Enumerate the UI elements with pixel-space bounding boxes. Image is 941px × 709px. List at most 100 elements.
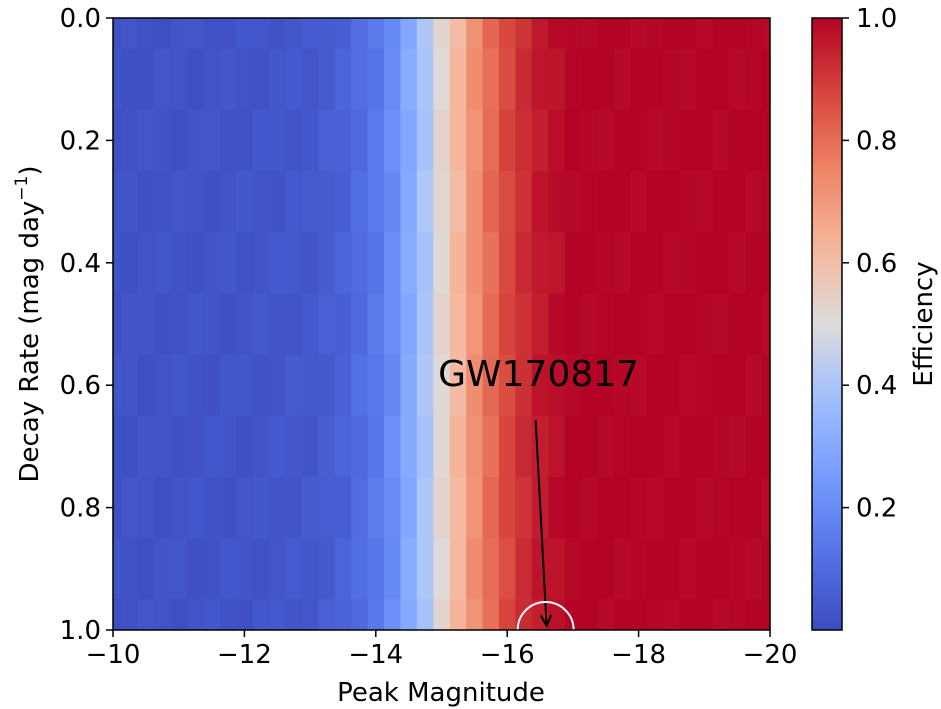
heatmap-cell — [597, 48, 615, 111]
heatmap-cell — [285, 18, 303, 50]
heatmap-cell — [466, 18, 484, 50]
heatmap-cell — [630, 171, 648, 233]
heatmap-cell — [630, 354, 648, 417]
heatmap-cell — [466, 354, 484, 417]
heatmap-cell — [548, 477, 566, 539]
heatmap-cell — [679, 477, 697, 539]
heatmap-cell — [663, 171, 681, 233]
heatmap-cell — [384, 18, 402, 50]
heatmap-cell — [269, 232, 287, 294]
heatmap-cell — [252, 477, 270, 539]
heatmap-cell — [121, 18, 139, 50]
heatmap-cell — [613, 538, 631, 600]
heatmap-cell — [482, 48, 500, 111]
heatmap-cell — [679, 171, 697, 233]
heatmap-cell — [745, 293, 763, 356]
heatmap-cell — [154, 599, 172, 630]
heatmap-cell — [482, 18, 500, 50]
heatmap-cell — [745, 538, 763, 600]
heatmap-cell — [531, 48, 549, 111]
heatmap-cell — [597, 538, 615, 600]
heatmap-cell — [236, 109, 254, 172]
heatmap-cell — [170, 171, 188, 233]
heatmap-cell — [696, 477, 714, 539]
heatmap-cell — [367, 18, 385, 50]
heatmap-cell — [384, 538, 402, 600]
heatmap-cell — [137, 48, 155, 111]
heatmap-cell — [581, 599, 599, 630]
heatmap-cell — [745, 18, 763, 50]
heatmap-cell — [334, 48, 352, 111]
heatmap-cell — [219, 48, 237, 111]
heatmap-cell — [712, 354, 730, 417]
heatmap-cell — [663, 538, 681, 600]
heatmap-cell — [416, 538, 434, 600]
heatmap-cell — [269, 538, 287, 600]
heatmap-cell — [433, 354, 451, 417]
heatmap-cell — [318, 171, 336, 233]
heatmap-cell — [449, 48, 467, 111]
heatmap-cell — [154, 171, 172, 233]
heatmap-cell — [761, 599, 770, 630]
heatmap-cell — [252, 18, 270, 50]
heatmap-cell — [515, 415, 533, 478]
heatmap-cell — [515, 109, 533, 172]
heatmap-cell — [269, 477, 287, 539]
heatmap-cell — [482, 109, 500, 172]
heatmap-cell — [269, 171, 287, 233]
heatmap-cell — [137, 538, 155, 600]
heatmap-cell — [154, 415, 172, 478]
heatmap-cell — [170, 48, 188, 111]
heatmap-cell — [449, 109, 467, 172]
heatmap-cell — [696, 293, 714, 356]
heatmap-cell — [154, 538, 172, 600]
heatmap-cell — [630, 18, 648, 50]
heatmap-cell — [761, 477, 770, 539]
heatmap-cell — [203, 415, 221, 478]
heatmap-cell — [203, 232, 221, 294]
heatmap-cell — [597, 18, 615, 50]
heatmap-cell — [564, 18, 582, 50]
heatmap-cell — [613, 109, 631, 172]
heatmap-cell — [597, 232, 615, 294]
heatmap-cell — [548, 415, 566, 478]
y-tick-label: 0.0 — [60, 4, 101, 34]
heatmap-cell — [203, 293, 221, 356]
heatmap-cell — [219, 415, 237, 478]
heatmap-cell — [137, 599, 155, 630]
annotation-arrow — [534, 419, 548, 627]
heatmap-cell — [170, 109, 188, 172]
heatmap-cell — [269, 18, 287, 50]
heatmap-cell — [154, 293, 172, 356]
heatmap-cell — [367, 599, 385, 630]
heatmap-cell — [137, 171, 155, 233]
heatmap-cell — [416, 48, 434, 111]
heatmap-cell — [745, 415, 763, 478]
heatmap-cell — [646, 415, 664, 478]
heatmap-cell — [581, 477, 599, 539]
heatmap-cell — [679, 538, 697, 600]
heatmap-cell — [121, 599, 139, 630]
heatmap-cell — [433, 48, 451, 111]
heatmap-cell — [728, 171, 746, 233]
heatmap-cell — [301, 48, 319, 111]
heatmap-cell — [630, 415, 648, 478]
colorbar — [811, 17, 843, 631]
heatmap-cell — [269, 415, 287, 478]
heatmap-cell — [581, 538, 599, 600]
heatmap-cell — [712, 109, 730, 172]
heatmap-cell — [548, 293, 566, 356]
heatmap-cell — [581, 109, 599, 172]
heatmap-cell — [170, 293, 188, 356]
heatmap-cell — [351, 599, 369, 630]
heatmap-cell — [466, 599, 484, 630]
heatmap-cell — [663, 18, 681, 50]
heatmap-cell — [252, 48, 270, 111]
heatmap-cell — [219, 354, 237, 417]
heatmap-cell — [285, 354, 303, 417]
heatmap-cell — [154, 48, 172, 111]
heatmap-cell — [334, 171, 352, 233]
heatmap-cell — [613, 18, 631, 50]
heatmap-cell — [203, 538, 221, 600]
heatmap-cell — [318, 293, 336, 356]
